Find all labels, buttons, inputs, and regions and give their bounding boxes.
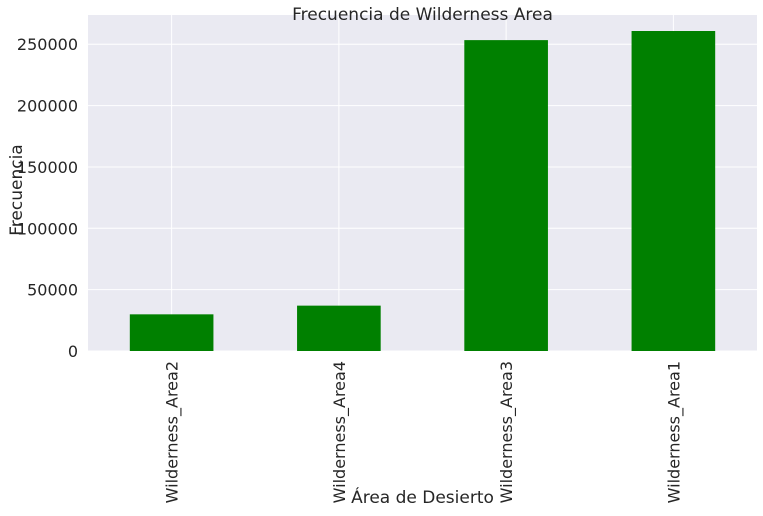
bar-wilderness-area4 [297,305,381,351]
y-tick-label: 50000 [27,281,78,300]
y-tick-label: 100000 [17,219,78,238]
bar-wilderness-area1 [631,31,716,351]
bars [129,31,716,351]
x-tick-label: Wilderness_Area3 [497,361,517,503]
x-tick-label: Wilderness_Area4 [330,361,350,503]
x-tick-label: Wilderness_Area1 [664,361,684,503]
y-axis-label: Frecuencia [7,144,27,235]
x-tick-label: Wilderness_Area2 [163,361,183,503]
y-tick-labels: 0 50000 100000 150000 200000 250000 [17,35,78,361]
y-tick-label: 150000 [17,158,78,177]
x-tick-labels: Wilderness_Area2 Wilderness_Area4 Wilderne… [163,361,685,503]
chart-title: Frecuencia de Wilderness Area [292,5,553,25]
y-tick-label: 250000 [17,35,78,54]
x-axis-label: Área de Desierto [351,486,494,508]
y-tick-label: 0 [68,342,78,361]
bar-wilderness-area2 [129,314,214,351]
y-tick-label: 200000 [17,97,78,116]
bar-wilderness-area3 [464,40,548,351]
